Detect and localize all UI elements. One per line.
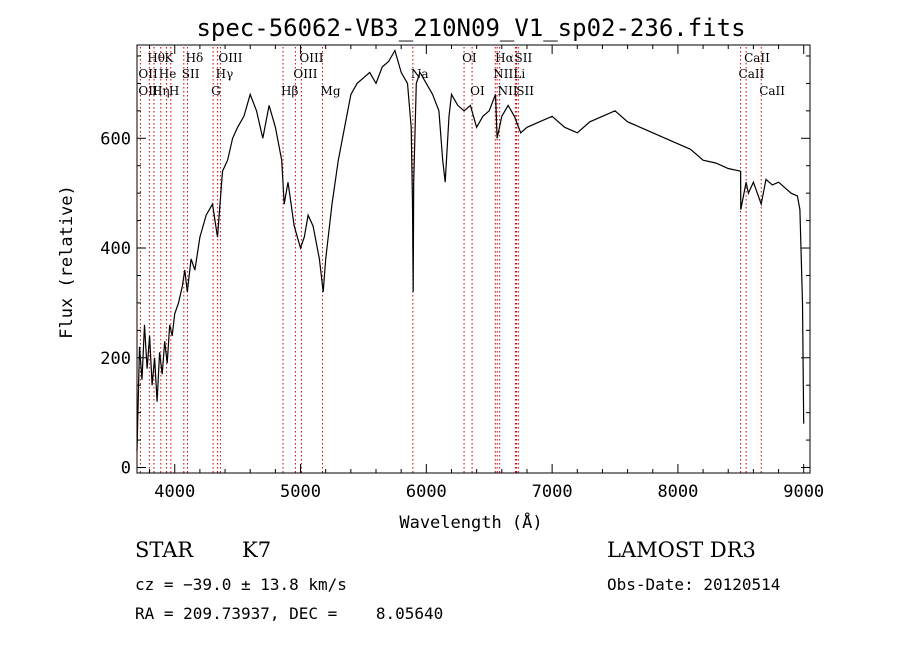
- x-axis-label: Wavelength (Å): [399, 511, 542, 533]
- line-label: OI: [470, 84, 485, 98]
- line-label: H: [169, 84, 179, 98]
- obs-date: Obs-Date: 20120514: [607, 575, 781, 594]
- x-tick-label: 7000: [532, 482, 573, 502]
- survey-name: LAMOST DR3: [607, 538, 756, 562]
- y-axis-label: Flux (relative): [57, 185, 77, 339]
- line-label: CaII: [759, 84, 785, 98]
- line-label: K: [164, 51, 174, 65]
- x-tick-label: 6000: [406, 482, 447, 502]
- line-label: Hα: [495, 51, 514, 65]
- y-axis-ticks: 0 200 400 600: [100, 55, 810, 479]
- line-label: NII: [493, 67, 513, 81]
- line-label: SII: [516, 84, 534, 98]
- line-label: NII: [498, 84, 518, 98]
- line-label: OIII: [218, 51, 242, 65]
- line-label: Hθ: [147, 51, 165, 65]
- y-tick-label: 200: [100, 349, 131, 369]
- coordinates: RA = 209.73937, DEC = 8.05640: [135, 604, 444, 623]
- x-tick-label: 8000: [657, 482, 698, 502]
- line-label: OIII: [299, 51, 323, 65]
- line-label: SII: [515, 51, 533, 65]
- line-markers: [139, 47, 762, 473]
- y-tick-label: 0: [121, 459, 131, 479]
- x-tick-label: 4000: [154, 482, 195, 502]
- x-tick-label: 9000: [783, 482, 824, 502]
- line-label: Hδ: [186, 51, 204, 65]
- chart-title: spec-56062-VB3_210N09_V1_sp02-236.fits: [196, 14, 745, 42]
- line-label: CaII: [739, 67, 765, 81]
- line-label: OII: [138, 67, 158, 81]
- line-label: Li: [513, 67, 525, 81]
- line-label: Hβ: [281, 84, 298, 98]
- subclass: K7: [242, 538, 272, 562]
- x-tick-label: 5000: [280, 482, 321, 502]
- line-label: OII: [138, 84, 158, 98]
- y-tick-label: 600: [100, 129, 131, 149]
- plot-frame: [136, 44, 811, 474]
- line-label: OIII: [293, 67, 317, 81]
- redshift-text: cz = −39.0 ± 13.8 km/s: [135, 575, 347, 594]
- x-axis-ticks: 4000 5000 6000 7000 8000 9000: [149, 45, 824, 502]
- line-label: Mg: [321, 84, 341, 98]
- line-label: Hγ: [216, 67, 234, 81]
- line-label: He: [159, 67, 177, 81]
- object-class: STAR: [135, 538, 194, 562]
- line-label: Hη: [152, 84, 170, 98]
- line-label: SII: [182, 67, 200, 81]
- line-label: G: [211, 84, 221, 98]
- spectrum-line: [136, 48, 805, 452]
- line-label: CaII: [744, 51, 770, 65]
- y-tick-label: 400: [100, 239, 131, 259]
- line-label: OI: [462, 51, 477, 65]
